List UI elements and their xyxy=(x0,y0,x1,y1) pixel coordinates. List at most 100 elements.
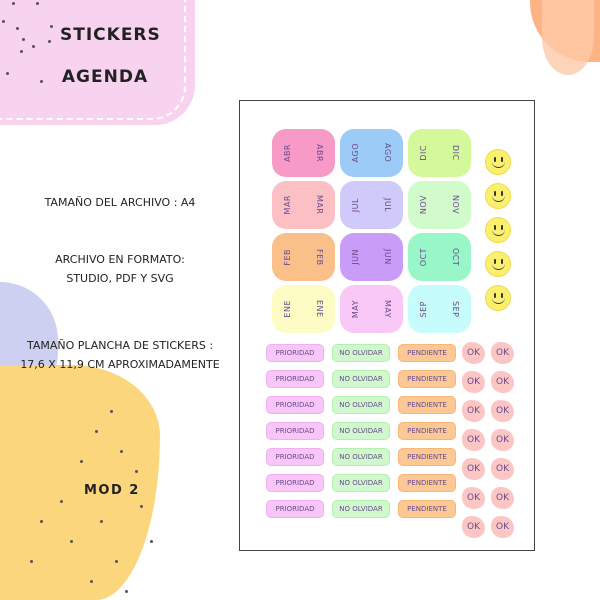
smiley-icon xyxy=(485,285,511,311)
dot xyxy=(12,2,15,5)
dot xyxy=(20,50,23,53)
dot xyxy=(16,27,19,30)
dot xyxy=(90,580,93,583)
model-label: MOD 2 xyxy=(84,483,140,498)
label-sticker: NO OLVIDAR xyxy=(332,422,390,440)
label-sticker: PENDIENTE xyxy=(398,370,456,388)
month-label: SEP xyxy=(450,300,460,318)
ok-sticker: OK xyxy=(462,487,485,509)
smiley-icon xyxy=(485,217,511,243)
dot xyxy=(36,2,39,5)
month-label: JUL xyxy=(351,197,361,213)
month-label: ABR xyxy=(314,143,324,163)
smiley-icon xyxy=(485,183,511,209)
month-label: DIC xyxy=(419,145,429,161)
dot xyxy=(80,460,83,463)
month-label: ENE xyxy=(314,300,324,318)
smiley-icon xyxy=(485,251,511,277)
label-sticker: NO OLVIDAR xyxy=(332,500,390,518)
month-label: DIC xyxy=(450,145,460,161)
label-sticker: PRIORIDAD xyxy=(266,370,324,388)
label-sticker: PRIORIDAD xyxy=(266,422,324,440)
format-line1: ARCHIVO EN FORMATO: xyxy=(55,253,185,266)
ok-sticker: OK xyxy=(462,516,485,538)
label-sticker: PRIORIDAD xyxy=(266,500,324,518)
ok-sticker: OK xyxy=(491,371,514,393)
month-label: JUN xyxy=(351,249,361,265)
dot xyxy=(120,450,123,453)
ok-sticker: OK xyxy=(462,400,485,422)
ok-sticker: OK xyxy=(491,342,514,364)
label-sticker: PENDIENTE xyxy=(398,474,456,492)
month-label: MAY xyxy=(382,299,392,319)
month-label: OCT xyxy=(419,247,429,267)
ok-sticker: OK xyxy=(462,429,485,451)
month-sticker: FEB FEB xyxy=(272,233,335,281)
month-label: SEP xyxy=(419,300,429,318)
ok-sticker: OK xyxy=(491,516,514,538)
label-sticker: PRIORIDAD xyxy=(266,396,324,414)
format-line2: STUDIO, PDF Y SVG xyxy=(66,272,174,285)
dot xyxy=(125,590,128,593)
month-sticker: JUL JUL xyxy=(340,181,403,229)
dot xyxy=(140,505,143,508)
dot xyxy=(2,20,5,23)
label-sticker: PENDIENTE xyxy=(398,448,456,466)
label-sticker: PRIORIDAD xyxy=(266,344,324,362)
dot xyxy=(40,80,43,83)
dot xyxy=(50,25,53,28)
month-label: JUL xyxy=(382,197,392,213)
dot xyxy=(115,560,118,563)
label-sticker: NO OLVIDAR xyxy=(332,474,390,492)
dashed-border xyxy=(0,0,186,120)
yellow-blob xyxy=(0,365,160,600)
month-sticker: MAR MAR xyxy=(272,181,335,229)
dot xyxy=(110,410,113,413)
month-sticker: NOV NOV xyxy=(408,181,471,229)
label-sticker: NO OLVIDAR xyxy=(332,370,390,388)
month-label: AGO xyxy=(351,143,361,163)
ok-sticker: OK xyxy=(491,429,514,451)
label-sticker: NO OLVIDAR xyxy=(332,448,390,466)
month-sticker: ENE ENE xyxy=(272,285,335,333)
title-line1: STICKERS xyxy=(60,25,161,45)
dot xyxy=(22,38,25,41)
month-label: NOV xyxy=(419,195,429,215)
dot xyxy=(70,540,73,543)
month-label: NOV xyxy=(450,195,460,215)
label-sticker: PENDIENTE xyxy=(398,422,456,440)
ok-sticker: OK xyxy=(491,400,514,422)
dot xyxy=(60,500,63,503)
ok-sticker: OK xyxy=(462,342,485,364)
month-label: ENE xyxy=(283,300,293,318)
month-sticker: JUN JUN xyxy=(340,233,403,281)
dot xyxy=(150,540,153,543)
month-label: FEB xyxy=(314,248,324,266)
dot xyxy=(95,430,98,433)
label-sticker: PENDIENTE xyxy=(398,344,456,362)
ok-sticker: OK xyxy=(491,458,514,480)
month-sticker: OCT OCT xyxy=(408,233,471,281)
month-label: AGO xyxy=(382,143,392,163)
label-sticker: PRIORIDAD xyxy=(266,474,324,492)
month-label: ABR xyxy=(283,143,293,163)
sheet-size-line1: TAMAÑO PLANCHA DE STICKERS : xyxy=(26,339,214,352)
month-sticker: DIC DIC xyxy=(408,129,471,177)
sticker-sheet: ABR ABR AGO AGO DIC DIC MAR MAR JUL JUL NOV NOV FEB F… xyxy=(239,100,535,551)
ok-sticker: OK xyxy=(462,371,485,393)
label-sticker: PENDIENTE xyxy=(398,500,456,518)
ok-sticker: OK xyxy=(462,458,485,480)
label-sticker: NO OLVIDAR xyxy=(332,396,390,414)
dot xyxy=(135,470,138,473)
month-sticker: AGO AGO xyxy=(340,129,403,177)
dot xyxy=(30,560,33,563)
title-line2: AGENDA xyxy=(61,67,149,87)
month-label: MAY xyxy=(351,299,361,319)
dot xyxy=(32,45,35,48)
month-sticker: SEP SEP xyxy=(408,285,471,333)
ok-sticker: OK xyxy=(491,487,514,509)
label-sticker: NO OLVIDAR xyxy=(332,344,390,362)
month-label: OCT xyxy=(450,247,460,267)
month-label: FEB xyxy=(283,248,293,266)
dot xyxy=(100,520,103,523)
